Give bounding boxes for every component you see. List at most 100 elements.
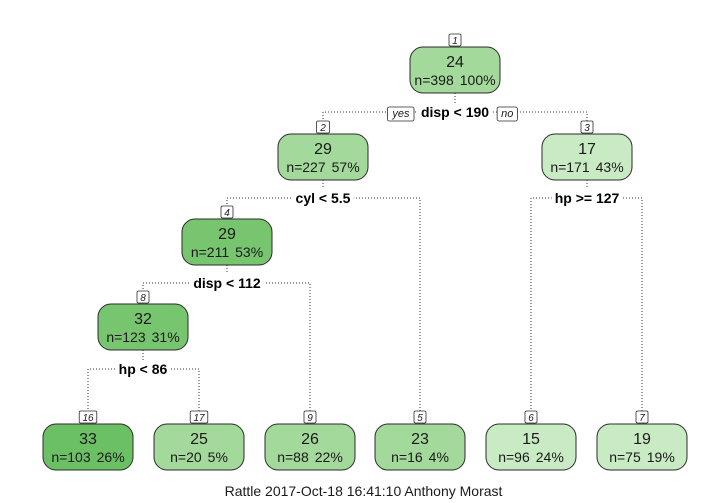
node-value: 26 xyxy=(301,431,319,448)
node-box xyxy=(277,133,369,181)
node-id-box xyxy=(635,410,649,424)
node-box xyxy=(374,423,466,471)
node-stats: n=20 5% xyxy=(170,449,228,465)
node-box xyxy=(153,423,245,471)
node-pct: 31% xyxy=(152,329,180,345)
split-label-bg xyxy=(292,189,354,207)
node-value: 23 xyxy=(411,431,429,448)
node-pct: 57% xyxy=(332,159,360,175)
node-pct: 26% xyxy=(97,449,125,465)
node-n: n=16 xyxy=(391,449,423,465)
node-n: n=88 xyxy=(277,449,309,465)
node-id: 16 xyxy=(82,413,94,424)
node-box xyxy=(97,303,189,351)
tree-node: 25n=20 5% 17 xyxy=(153,410,245,471)
node-box xyxy=(596,423,688,471)
node-pct: 43% xyxy=(596,159,624,175)
node-stats: n=171 43% xyxy=(550,159,623,175)
node-id: 3 xyxy=(584,123,590,134)
node-id: 7 xyxy=(639,413,645,424)
node-id-box xyxy=(189,410,209,424)
node-id-box xyxy=(524,410,538,424)
node-stats: n=96 24% xyxy=(498,449,564,465)
node-id: 4 xyxy=(224,208,230,219)
node-stats: n=16 4% xyxy=(391,449,449,465)
node-value: 17 xyxy=(578,141,596,158)
node-id-box xyxy=(136,290,150,304)
node-n: n=398 xyxy=(414,72,454,88)
node-pct: 22% xyxy=(315,449,343,465)
node-id-box xyxy=(78,410,98,424)
node-id-box xyxy=(580,120,594,134)
node-id: 8 xyxy=(140,293,146,304)
node-pct: 100% xyxy=(460,72,496,88)
node-id: 1 xyxy=(452,36,458,47)
node-id-box xyxy=(413,410,427,424)
tree-node: 24n=398 100% 1 xyxy=(409,33,501,94)
tree-node: 17n=171 43% 3 xyxy=(541,120,633,181)
node-box xyxy=(181,218,273,266)
node-box xyxy=(541,133,633,181)
node-n: n=20 xyxy=(170,449,202,465)
tree-node: 23n=16 4% 5 xyxy=(374,410,466,471)
caption: Rattle 2017-Oct-18 16:41:10 Anthony Mora… xyxy=(224,483,503,499)
tree-node: 29n=227 57% 2 xyxy=(277,120,369,181)
split-label: cyl < 5.5 xyxy=(296,190,351,206)
node-id: 17 xyxy=(193,413,205,424)
branch-yes-label: yes xyxy=(391,108,410,120)
node-stats: n=88 22% xyxy=(277,449,343,465)
node-n: n=96 xyxy=(498,449,530,465)
branch-no-box xyxy=(496,106,518,122)
node-id-box xyxy=(316,120,330,134)
node-box xyxy=(42,423,134,471)
node-id-box xyxy=(303,410,317,424)
node-value: 19 xyxy=(633,431,651,448)
node-value: 29 xyxy=(218,226,236,243)
edge-split xyxy=(530,197,643,412)
node-value: 24 xyxy=(446,54,464,71)
node-n: n=211 xyxy=(191,244,229,260)
node-box xyxy=(485,423,577,471)
node-n: n=171 xyxy=(550,159,590,175)
tree-node: 32n=123 31% 8 xyxy=(97,290,189,351)
node-id: 5 xyxy=(417,413,423,424)
node-stats: n=398 100% xyxy=(414,72,495,88)
node-pct: 53% xyxy=(235,244,263,260)
node-pct: 4% xyxy=(429,449,449,465)
branch-no-label: no xyxy=(501,108,513,120)
tree-node: 15n=96 24% 6 xyxy=(485,410,577,471)
node-stats: n=211 53% xyxy=(191,244,263,260)
node-box xyxy=(264,423,356,471)
node-value: 29 xyxy=(314,141,332,158)
node-id-box xyxy=(220,205,234,219)
split-label-bg xyxy=(551,189,623,207)
split-label: hp < 86 xyxy=(119,361,168,377)
node-stats: n=103 26% xyxy=(51,449,124,465)
tree-node: 26n=88 22% 9 xyxy=(264,410,356,471)
node-value: 15 xyxy=(522,431,540,448)
node-n: n=103 xyxy=(51,449,91,465)
tree-node: 29n=211 53% 4 xyxy=(181,205,273,266)
split-label-bg xyxy=(190,274,264,292)
node-value: 25 xyxy=(190,431,208,448)
node-n: n=227 xyxy=(286,159,326,175)
node-box xyxy=(409,46,501,94)
node-value: 32 xyxy=(134,311,152,328)
node-id-box xyxy=(448,33,462,47)
edge-split xyxy=(142,282,311,412)
edge-split xyxy=(87,368,200,412)
node-n: n=75 xyxy=(609,449,641,465)
node-id: 6 xyxy=(528,413,534,424)
tree-node: 19n=75 19% 7 xyxy=(596,410,688,471)
node-n: n=123 xyxy=(106,329,146,345)
split-label: hp >= 127 xyxy=(555,190,620,206)
split-label: disp < 190 xyxy=(421,104,489,120)
node-id: 9 xyxy=(307,413,313,424)
branch-yes-box xyxy=(386,106,415,122)
node-pct: 24% xyxy=(536,449,564,465)
node-stats: n=123 31% xyxy=(106,329,179,345)
split-label: disp < 112 xyxy=(193,275,261,291)
split-label-bg xyxy=(417,103,493,121)
